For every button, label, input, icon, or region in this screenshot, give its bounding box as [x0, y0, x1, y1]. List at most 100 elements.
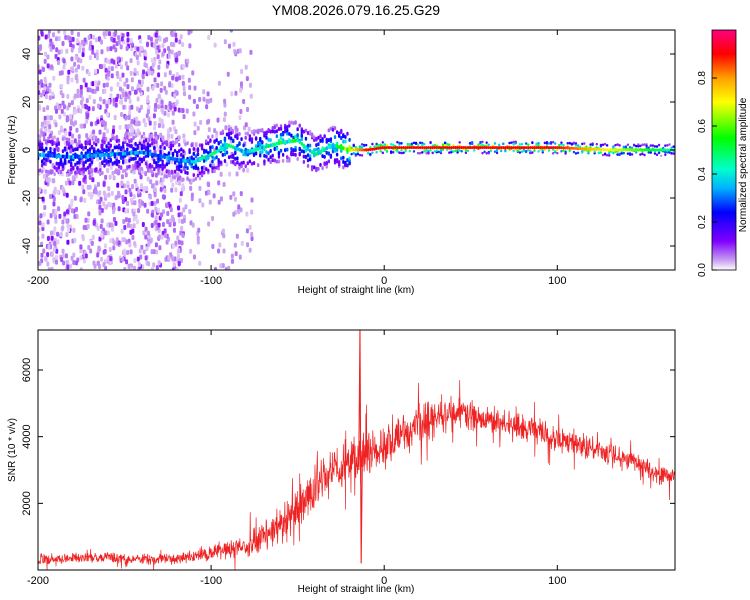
spectrogram-cell	[45, 139, 48, 144]
spectrogram-cell	[105, 30, 109, 35]
spectrogram-cell	[73, 195, 77, 201]
spectrogram-cell	[42, 173, 46, 179]
spectrogram-cell	[49, 139, 52, 144]
spectrogram-cell	[239, 81, 243, 87]
spectrogram-cell	[391, 150, 395, 154]
spectrogram-cell	[40, 82, 44, 88]
spectrogram-cell	[97, 80, 101, 86]
spectrogram-cell	[121, 169, 125, 174]
spectrogram-cell	[41, 196, 45, 202]
spectrogram-cell	[117, 39, 121, 45]
spectrogram-cell	[273, 142, 276, 147]
spectrogram-cell	[117, 164, 121, 169]
spectrogram-cell	[146, 98, 150, 104]
spectrogram-cell	[166, 219, 170, 225]
spectrogram-cell	[50, 266, 54, 270]
spectrogram-cell	[279, 126, 283, 131]
spectrogram-cell	[92, 149, 96, 154]
spectrogram-cell	[535, 146, 538, 150]
spectrogram-cell	[620, 152, 623, 155]
spectrogram-cell	[137, 189, 141, 195]
spectrogram-cell	[146, 165, 150, 170]
spectrogram-cell	[130, 77, 134, 83]
spectrogram-cell	[46, 86, 50, 92]
spectrogram-cell	[82, 154, 85, 159]
spectrogram-cell	[151, 212, 155, 218]
spectrogram-cell	[626, 152, 630, 155]
spectrogram-cell	[195, 104, 199, 110]
spectrogram-cell	[155, 38, 159, 44]
spectrogram-cell	[211, 215, 215, 221]
spectrogram-cell	[583, 147, 586, 151]
spectrogram-cell	[153, 167, 156, 172]
spectrogram-cell	[248, 159, 252, 164]
spectrogram-cell	[97, 139, 100, 144]
spectrogram-cell	[543, 146, 547, 150]
spectrogram-cell	[177, 107, 181, 113]
spectrogram-cell	[133, 67, 137, 73]
spectrogram-cell	[50, 64, 54, 70]
spectrogram-cell	[138, 168, 141, 173]
spectrogram-cell	[123, 225, 127, 231]
spectrogram-cell	[144, 151, 148, 156]
spectrogram-cell	[66, 259, 70, 265]
spectrogram-cell	[99, 153, 102, 158]
spectrogram-cell	[479, 141, 482, 145]
spectrogram-cell	[237, 209, 241, 215]
spectrogram-cell	[167, 169, 171, 174]
spectrogram-cell	[171, 156, 175, 161]
spectrogram-cell	[273, 158, 276, 163]
spectrogram-cell	[367, 151, 370, 155]
spectrogram-cell	[57, 36, 61, 42]
spectrogram-cell	[70, 198, 74, 204]
spectrogram-cell	[352, 148, 355, 152]
spectrogram-cell	[142, 118, 146, 124]
spectrogram-cell	[245, 211, 249, 217]
spectrogram-cell	[142, 144, 146, 149]
spectrogram-cell	[277, 141, 281, 146]
spectrogram-cell	[76, 147, 79, 152]
spectrogram-cell	[163, 85, 167, 91]
spectrogram-cell	[167, 156, 171, 161]
spectrogram-cell	[169, 104, 173, 110]
spectrogram-cell	[155, 153, 158, 158]
spectrogram-cell	[269, 138, 272, 143]
spectrogram-cell	[174, 89, 178, 95]
spectrogram-cell	[62, 260, 66, 266]
spectrogram-cell	[161, 109, 165, 115]
spectrogram-cell	[161, 159, 164, 164]
spectrogram-cell	[115, 158, 119, 163]
spectrogram-cell	[119, 165, 123, 170]
spectrogram-cell	[433, 146, 436, 150]
spectrogram-cell	[129, 70, 133, 76]
spectrogram-cell	[211, 145, 214, 150]
spectrogram-cell	[132, 156, 135, 161]
spectrogram-cell	[560, 146, 563, 150]
spectrogram-cell	[154, 32, 158, 38]
spectrogram-cell	[126, 151, 129, 156]
spectrogram-cell	[134, 147, 137, 152]
spectrogram-cell	[142, 157, 146, 162]
spectrogram-cell	[101, 170, 104, 175]
spectrogram-cell	[124, 91, 128, 97]
spectrogram-cell	[495, 151, 499, 155]
spectrogram-cell	[132, 147, 135, 152]
spectrogram-cell	[103, 163, 106, 168]
spectrogram-x-label: Height of straight line (km)	[298, 285, 415, 296]
spectrogram-cell	[90, 144, 94, 149]
spectrogram-cell	[135, 183, 139, 189]
spectrogram-cell	[217, 199, 221, 205]
spectrogram-cell	[134, 150, 137, 155]
spectrogram-cell	[143, 62, 147, 68]
spectrogram-cell	[135, 55, 139, 61]
spectrogram-cell	[106, 168, 110, 174]
spectrogram-cell	[55, 166, 58, 171]
spectrogram-cell	[245, 76, 249, 82]
spectrogram-cell	[227, 124, 231, 129]
spectrogram-cell	[323, 154, 326, 159]
spectrogram-cell	[670, 152, 673, 155]
spectrogram-cell	[180, 211, 184, 217]
spectrogram-cell	[516, 149, 520, 153]
spectrogram-cell	[72, 166, 75, 171]
spectrogram-cell	[209, 138, 212, 143]
